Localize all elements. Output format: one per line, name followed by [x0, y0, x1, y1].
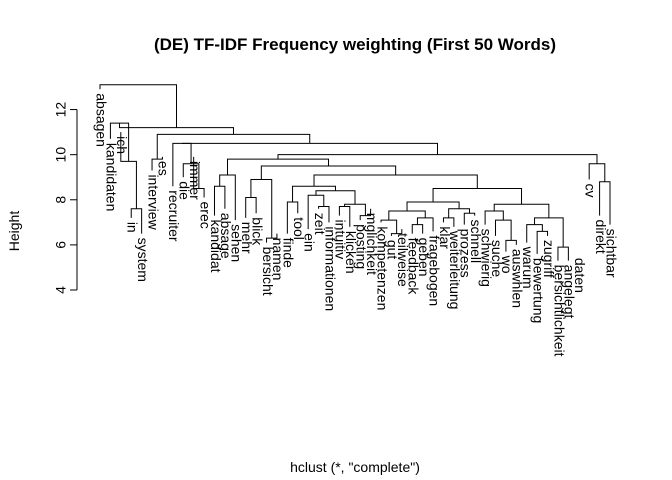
leaf-label: zeit: [312, 213, 328, 235]
leaf-label: absagen: [93, 93, 109, 147]
y-axis-label: Height: [6, 211, 22, 252]
leaf-label: recruiter: [166, 190, 182, 242]
leaf-label: es: [156, 161, 172, 176]
chart-title: (DE) TF-IDF Frequency weighting (First 5…: [154, 35, 556, 54]
leaf-label: blick: [249, 217, 265, 246]
y-tick-label: 8: [53, 196, 69, 204]
leaf-label: teilweise: [395, 233, 411, 287]
dendrogram-branch: [557, 246, 569, 261]
dendrogram-branch: [313, 174, 478, 189]
y-tick-label: 10: [53, 147, 69, 163]
leaf-label: bersicht: [260, 247, 276, 296]
leaf-label: finde: [281, 238, 297, 269]
leaf-label: ein: [301, 233, 317, 252]
dendrogram-branch: [250, 178, 273, 239]
leaf-label: immer: [187, 161, 203, 200]
leaf-label: tool: [291, 217, 307, 240]
leaf-label: in: [125, 222, 141, 233]
dendrogram-branch: [599, 181, 611, 225]
leaf-label: fragebogen: [426, 235, 442, 306]
dendrogram-branch: [151, 156, 163, 171]
dendrogram-branch: [181, 142, 438, 155]
dendrogram-branch: [260, 165, 397, 180]
dendrogram-branch: [315, 190, 356, 205]
leaf-label: zugriff: [541, 240, 557, 278]
leaf-label: schwierig: [478, 229, 494, 287]
y-tick-label: 12: [53, 102, 69, 118]
dendrogram-branch: [388, 210, 426, 221]
dendrogram-branch: [99, 84, 178, 128]
dendrogram-branch: [536, 230, 549, 254]
dendrogram-branch: [277, 154, 598, 164]
leaf-label: namen: [270, 238, 286, 281]
leaf-label: ich: [114, 136, 130, 154]
leaf-label: system: [135, 238, 151, 282]
dendrogram-branch: [307, 194, 325, 230]
leaf-label: feedback: [406, 238, 422, 296]
leaf-label: sichtbar: [603, 229, 619, 278]
y-axis: 4 6 8 10 12: [53, 102, 78, 294]
y-tick-label: 4: [53, 286, 69, 294]
leaf-label: suche: [489, 240, 505, 278]
leaf-label: absage: [218, 213, 234, 259]
leaf-label: interview: [145, 174, 161, 230]
leaf-label: posting: [354, 224, 370, 269]
x-axis-label: hclust (*, "complete"): [290, 459, 420, 475]
leaf-label: klar: [437, 226, 453, 249]
dendrogram-branch: [505, 239, 517, 252]
dendrogram-branch: [495, 219, 512, 241]
dendrogram-branch: [406, 201, 460, 212]
dendrogram-branch: [359, 208, 372, 221]
leaf-label: gut: [385, 240, 401, 260]
dendrogram-branch: [219, 174, 236, 221]
leaf-label: kandidat: [208, 220, 224, 273]
leaf-label: sehen: [229, 224, 245, 262]
dendrogram-branch: [526, 224, 543, 243]
leaf-label: erec: [197, 202, 213, 229]
dendrogram-branch: [182, 163, 200, 189]
dendrogram-tree: [99, 84, 611, 261]
leaf-label: bersichtlichkeit: [551, 265, 567, 357]
dendrogram-branch: [411, 224, 424, 234]
leaf-label: informationen: [322, 226, 338, 311]
dendrogram-branch: [213, 185, 226, 216]
dendrogram-branch: [493, 203, 550, 218]
dendrogram-branch: [156, 133, 311, 160]
dendrogram-branch: [292, 185, 336, 203]
dendrogram-branch: [172, 142, 192, 187]
leaf-label: mglichkeit: [364, 213, 380, 275]
leaf-label: schnell: [468, 220, 484, 264]
leaf-label: daten: [572, 258, 588, 293]
leaf-label: kompetenzen: [374, 226, 390, 310]
leaf-label: klicken: [343, 231, 359, 274]
leaf-label: warum: [520, 246, 536, 289]
leaf-label: kandidaten: [104, 143, 120, 212]
dendrogram-branch: [245, 197, 257, 218]
y-tick-label: 6: [53, 241, 69, 249]
dendrogram-branch: [227, 158, 329, 175]
leaf-label: weiterleitung: [447, 230, 463, 310]
leaf-label: prozess: [458, 229, 474, 278]
dendrogram-branch: [588, 163, 606, 182]
dendrogram-branch: [380, 219, 398, 234]
leaf-label: mehr: [239, 222, 255, 254]
leaf-label: angelegt: [562, 265, 578, 319]
leaf-label: auswhlen: [510, 249, 526, 308]
leaf-label: bewertung: [530, 258, 546, 323]
leaf-label: cv: [582, 183, 598, 197]
leaf-label: intuitiv: [333, 220, 349, 260]
leaf-label: geben: [416, 238, 432, 277]
leaf-label: direkt: [593, 220, 609, 254]
leaf-label: die: [177, 181, 193, 200]
dendrogram-branch: [484, 210, 504, 225]
leaf-label: wo: [499, 255, 515, 274]
dendrogram-branch: [344, 203, 366, 216]
